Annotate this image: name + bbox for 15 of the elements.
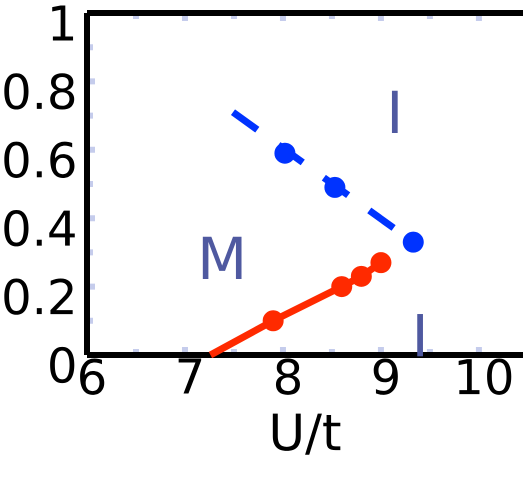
y-tick-label: 0.2 [4,278,73,315]
annotation: M [202,236,242,280]
y-tick-label: 0.4 [4,210,75,246]
y-tick-label: 0.6 [4,142,74,178]
annotation: I [417,314,423,356]
y-tick-label: 0 [50,346,74,384]
x-tick-label: 7 [178,358,202,394]
x-axis-title: U/t [272,414,340,455]
y-tick-label: 1 [52,5,74,40]
x-tick-label: 9 [374,358,398,395]
x-tick-label: 8 [276,358,300,395]
annotation: I [392,90,398,133]
y-tick-label: 0.8 [4,73,74,110]
x-tick-label: 6 [80,358,104,395]
x-tick-label: 10 [458,358,512,395]
